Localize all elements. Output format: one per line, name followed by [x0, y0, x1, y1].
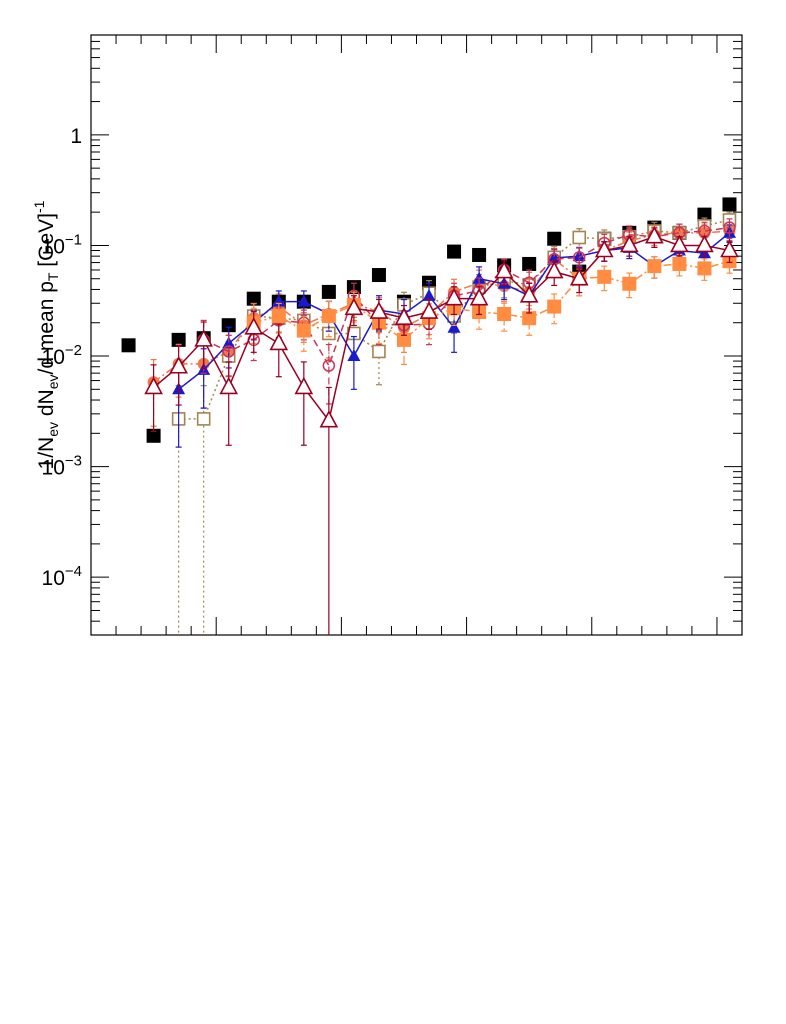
marker-triangle-open	[670, 234, 689, 253]
marker-triangle	[297, 294, 311, 307]
marker-square	[497, 306, 512, 321]
marker-circle-open	[573, 251, 586, 264]
marker-triangle-open	[494, 260, 514, 279]
marker-triangle-open	[269, 332, 289, 351]
series-layer	[121, 197, 739, 635]
marker-square	[472, 247, 487, 262]
marker-triangle-open	[444, 287, 464, 306]
y-axis-label: 1/Nev​ dNev​/d mean pT​ [GeV]-1​	[31, 200, 61, 469]
marker-triangle-open	[319, 410, 339, 428]
marker-square	[271, 309, 286, 324]
marker-square	[697, 261, 712, 276]
marker-square	[447, 244, 462, 259]
marker-triangle	[347, 349, 361, 362]
marker-triangle-open	[294, 376, 314, 395]
y-tick-label: 10−3	[42, 453, 82, 480]
marker-square	[221, 318, 236, 333]
y-tick-label: 10−2	[42, 342, 82, 369]
marker-triangle-open	[144, 376, 163, 395]
marker-triangle-open	[720, 239, 739, 258]
marker-triangle	[422, 288, 436, 301]
marker-triangle-open	[569, 268, 589, 286]
series-6	[144, 225, 739, 635]
marker-square	[547, 299, 562, 314]
marker-triangle-open	[194, 329, 214, 347]
marker-triangle-open	[419, 301, 439, 319]
marker-square-open	[572, 230, 587, 245]
marker-square	[547, 231, 562, 246]
marker-triangle	[222, 336, 236, 349]
series-1	[171, 211, 737, 635]
marker-triangle-open	[469, 287, 489, 306]
marker-square-open	[372, 344, 386, 359]
marker-square	[622, 276, 637, 291]
marker-triangle-open	[344, 297, 364, 316]
marker-square	[722, 197, 737, 212]
marker-circle-open	[322, 359, 336, 372]
marker-triangle-open	[219, 376, 239, 395]
marker-square	[321, 284, 336, 299]
axis-ticks	[90, 34, 743, 636]
marker-square	[597, 269, 612, 284]
series-5	[246, 251, 737, 365]
marker-triangle	[272, 294, 286, 307]
marker-square	[146, 428, 161, 443]
marker-triangle-open	[594, 239, 614, 258]
marker-square	[672, 256, 687, 271]
marker-triangle-open	[519, 285, 539, 303]
marker-circle-open	[222, 345, 235, 358]
plot-frame	[90, 34, 743, 636]
marker-triangle	[572, 249, 586, 262]
marker-triangle	[547, 250, 561, 263]
marker-square	[647, 259, 662, 274]
marker-triangle-open	[394, 307, 414, 325]
marker-square-open	[196, 412, 211, 426]
series-line	[203, 226, 730, 368]
marker-square	[371, 268, 386, 283]
marker-triangle-open	[544, 260, 564, 279]
series-line	[178, 219, 730, 420]
plot-border	[90, 34, 743, 636]
series-line	[153, 235, 730, 423]
marker-triangle-open	[645, 225, 664, 244]
marker-triangle-open	[695, 234, 714, 253]
marker-square	[697, 207, 712, 222]
marker-triangle	[447, 320, 461, 333]
marker-triangle-open	[169, 356, 188, 374]
marker-square	[246, 291, 261, 306]
marker-square	[522, 311, 537, 326]
tick-labels: 1 10−1 10−2 10−3 10−4	[42, 125, 82, 590]
y-tick-label: 10−4	[42, 563, 82, 590]
marker-circle-open	[723, 221, 736, 234]
y-tick-label: 1	[70, 125, 82, 148]
marker-square	[121, 338, 136, 353]
marker-square	[296, 323, 311, 338]
marker-square	[522, 256, 537, 271]
marker-circle	[673, 226, 686, 239]
marker-triangle-open	[244, 317, 264, 335]
marker-triangle-open	[369, 301, 389, 319]
y-tick-label: 10−1	[42, 231, 82, 258]
marker-square	[396, 332, 411, 347]
marker-triangle-open	[619, 234, 639, 253]
series-2	[147, 221, 736, 427]
marker-square	[171, 332, 186, 347]
marker-square	[321, 309, 336, 324]
